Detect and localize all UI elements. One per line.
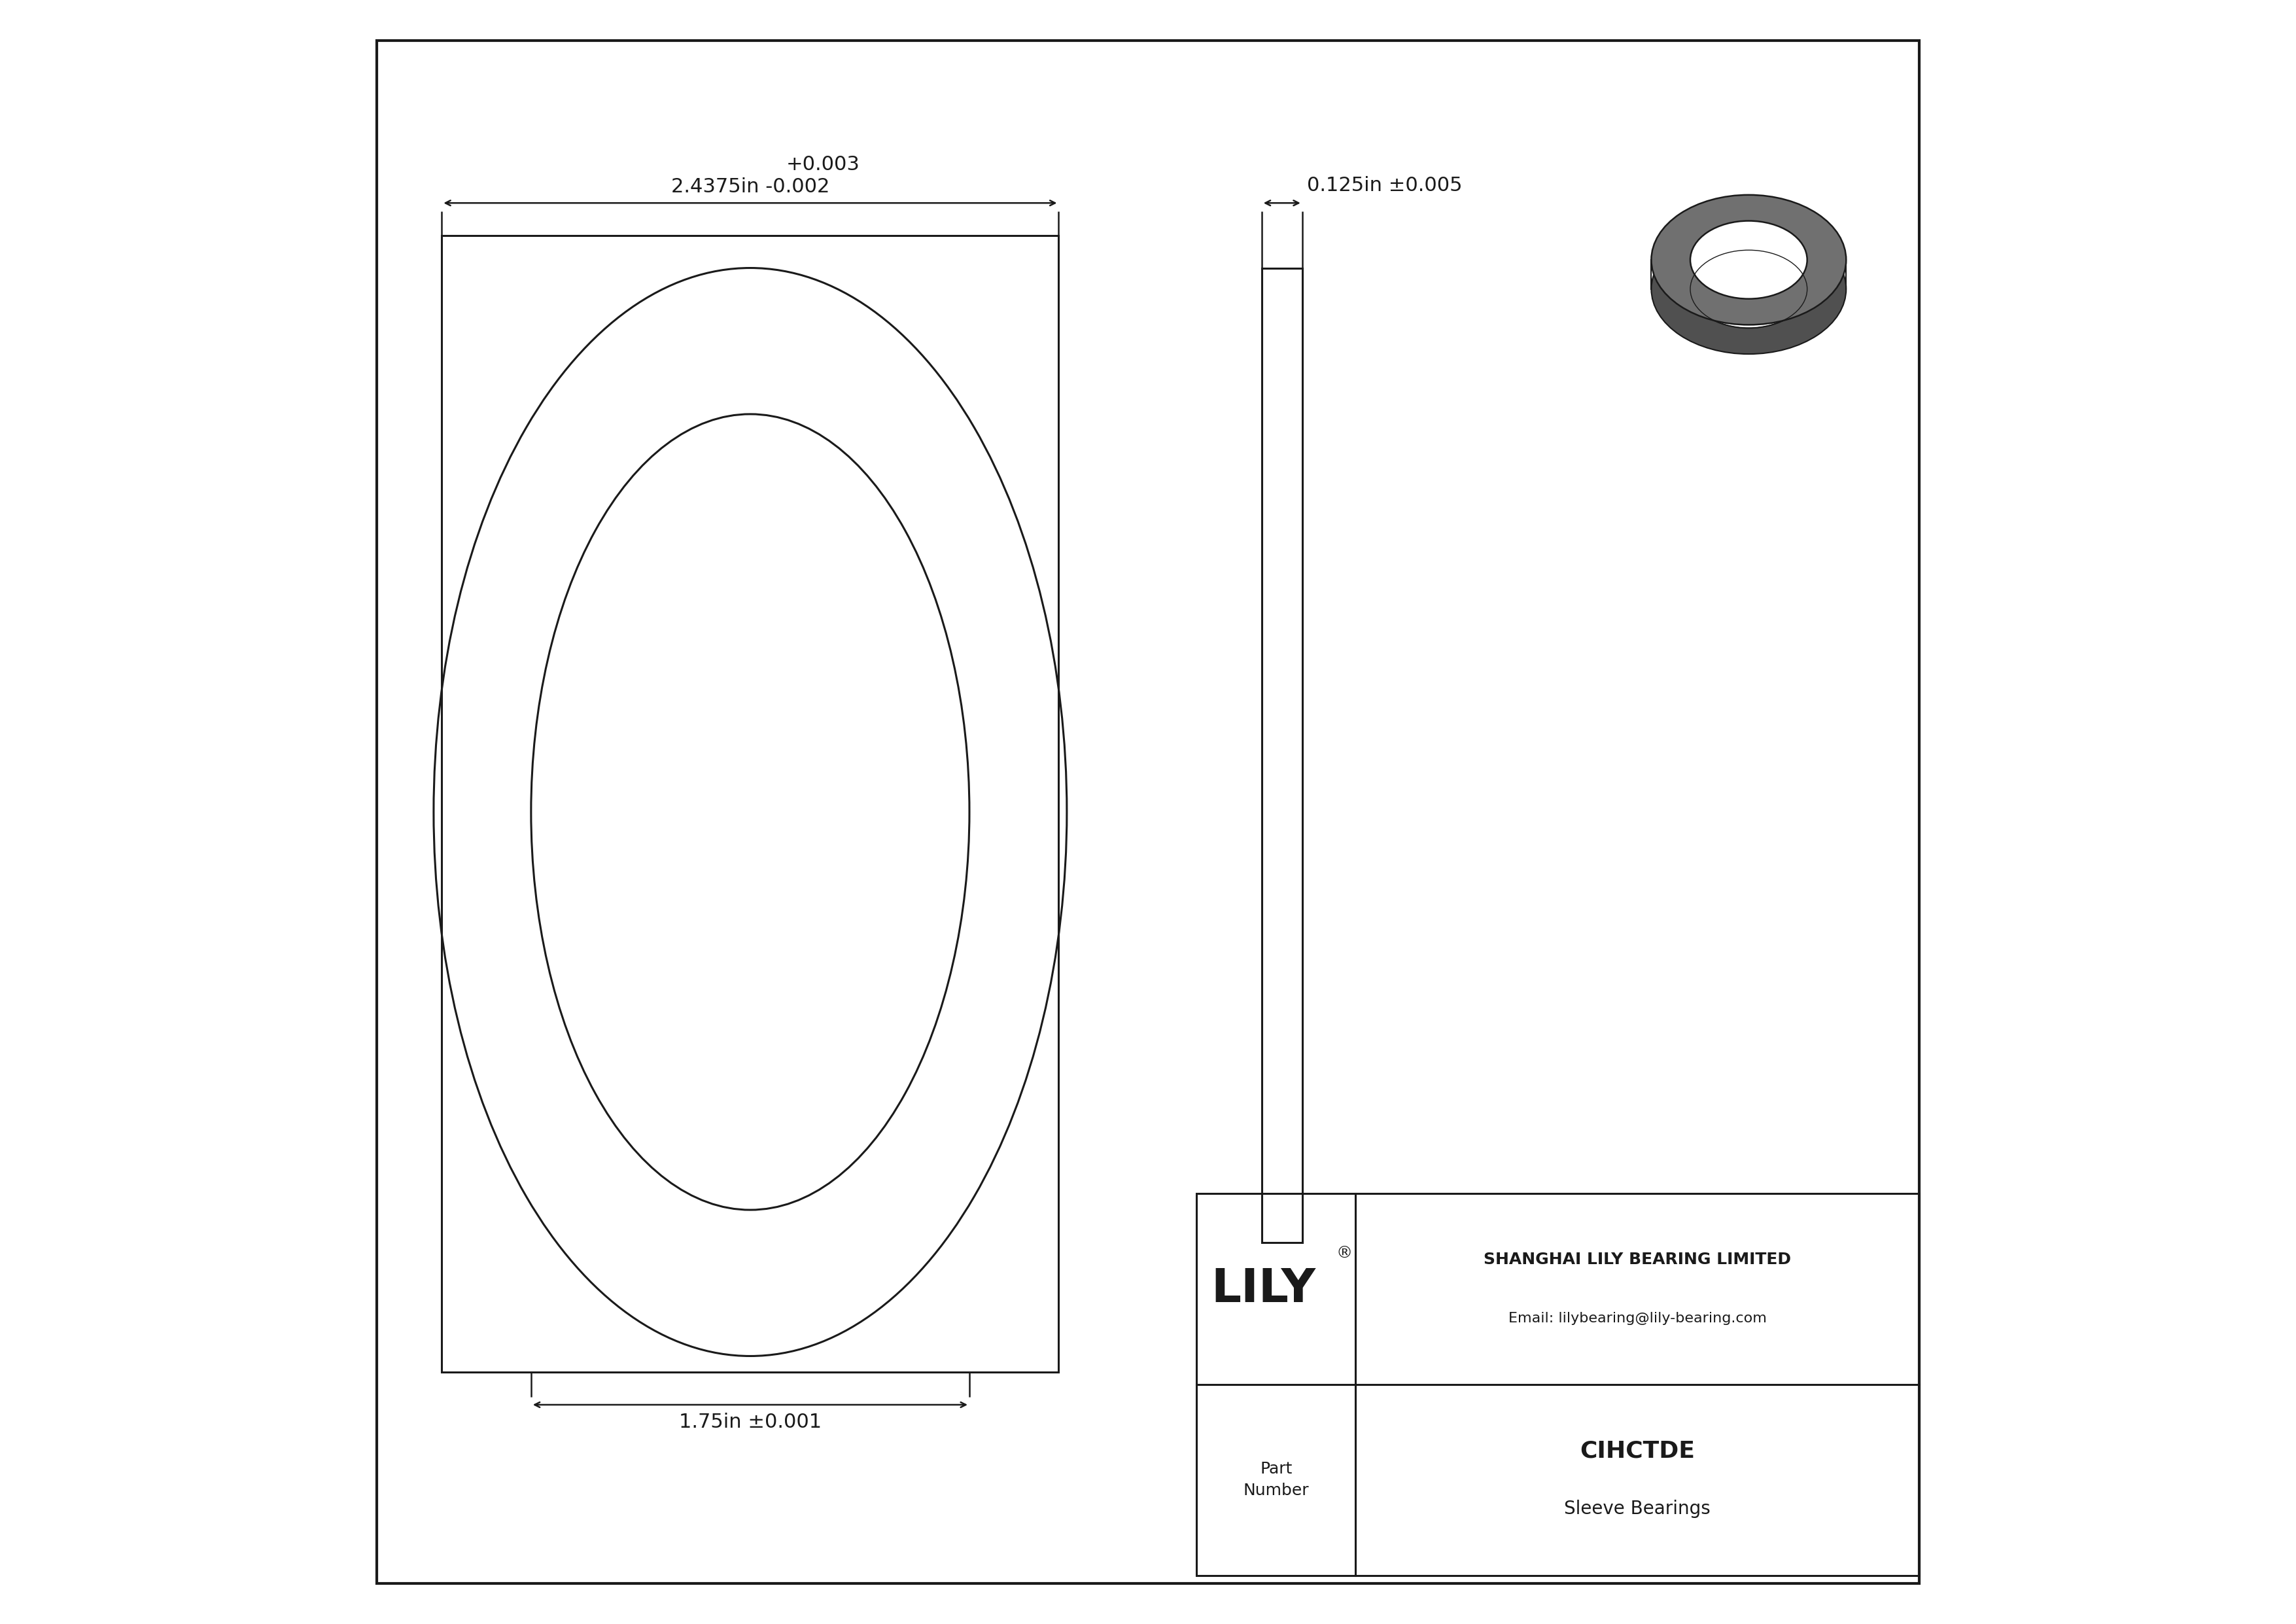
Text: CIHCTDE: CIHCTDE <box>1580 1439 1694 1462</box>
Text: +0.003: +0.003 <box>785 154 861 174</box>
Text: Email: lilybearing@lily-bearing.com: Email: lilybearing@lily-bearing.com <box>1508 1312 1766 1325</box>
Ellipse shape <box>1690 250 1807 328</box>
Bar <box>1261 268 1302 1242</box>
Text: LILY: LILY <box>1210 1267 1316 1312</box>
Text: Part
Number: Part Number <box>1242 1462 1309 1499</box>
Text: 1.75in ±0.001: 1.75in ±0.001 <box>680 1413 822 1432</box>
Text: Sleeve Bearings: Sleeve Bearings <box>1564 1501 1711 1518</box>
Bar <box>1196 1194 1919 1575</box>
Text: ®: ® <box>1336 1246 1352 1262</box>
Ellipse shape <box>1651 224 1846 354</box>
Bar <box>441 235 1058 1372</box>
Text: SHANGHAI LILY BEARING LIMITED: SHANGHAI LILY BEARING LIMITED <box>1483 1252 1791 1268</box>
Ellipse shape <box>1651 195 1846 325</box>
Text: 0.125in ±0.005: 0.125in ±0.005 <box>1306 175 1463 195</box>
Text: 2.4375in -0.002: 2.4375in -0.002 <box>670 177 829 197</box>
Ellipse shape <box>1690 221 1807 299</box>
